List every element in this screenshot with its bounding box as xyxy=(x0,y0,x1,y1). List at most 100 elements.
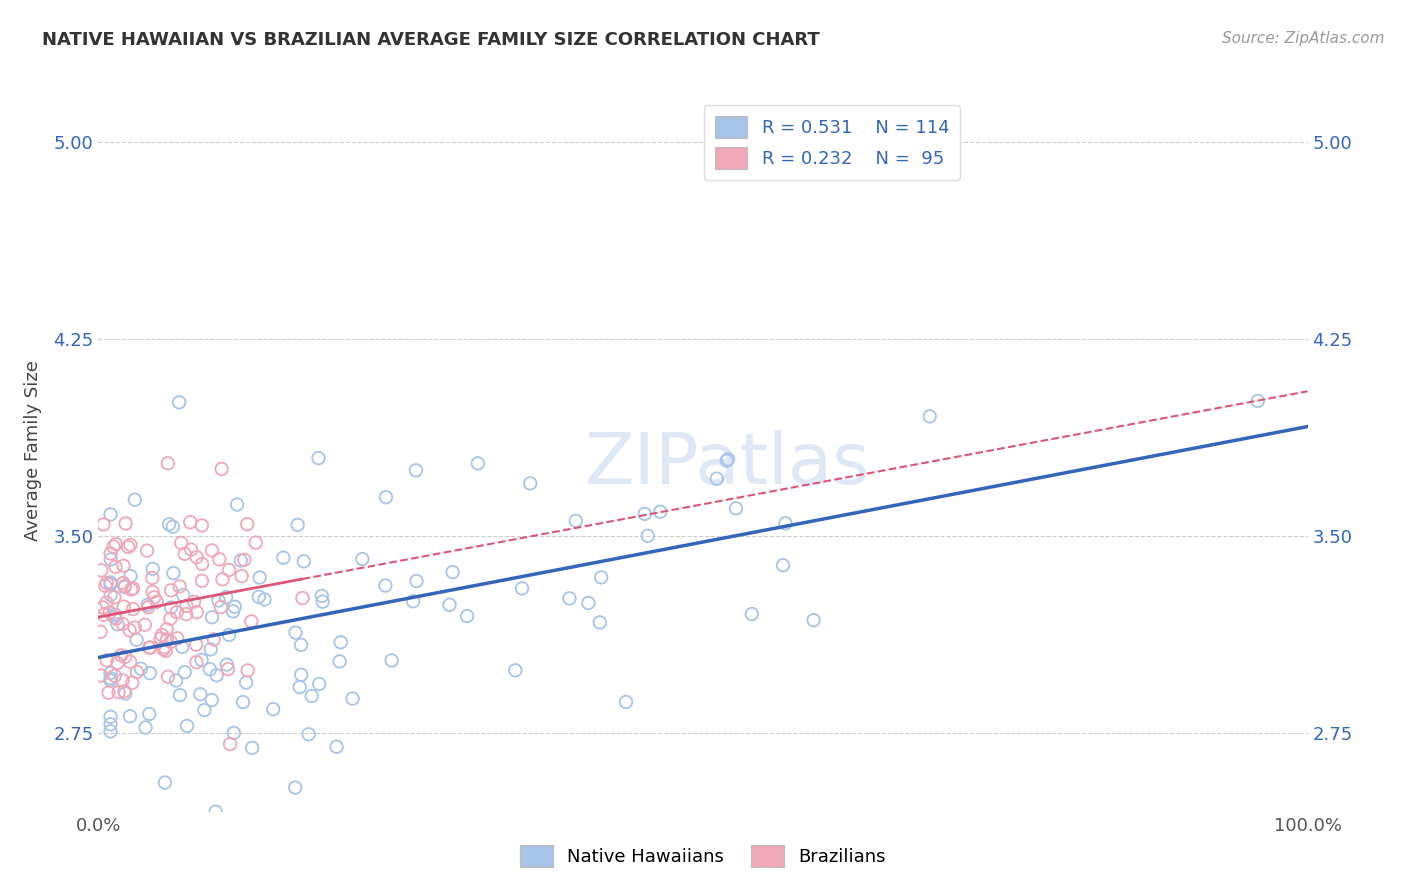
Point xyxy=(176,719,198,733)
Point xyxy=(166,632,188,646)
Point xyxy=(160,583,183,598)
Point xyxy=(717,452,740,467)
Point xyxy=(165,673,187,688)
Point xyxy=(229,553,252,567)
Point xyxy=(139,640,162,655)
Point xyxy=(156,623,179,637)
Point xyxy=(186,655,208,669)
Point xyxy=(176,599,198,613)
Point xyxy=(772,558,794,573)
Point xyxy=(441,565,464,579)
Point xyxy=(591,570,613,584)
Point xyxy=(93,517,115,532)
Point xyxy=(352,552,374,566)
Point xyxy=(142,562,165,576)
Point xyxy=(90,563,112,577)
Point xyxy=(156,670,179,684)
Point xyxy=(1247,394,1270,409)
Point xyxy=(138,640,160,655)
Point xyxy=(172,640,194,654)
Point xyxy=(184,638,207,652)
Point xyxy=(146,595,169,609)
Point xyxy=(325,739,347,754)
Point xyxy=(104,537,127,551)
Point xyxy=(186,605,208,619)
Point xyxy=(342,691,364,706)
Point xyxy=(226,498,249,512)
Point xyxy=(104,560,127,574)
Point xyxy=(183,595,205,609)
Legend: Native Hawaiians, Brazilians: Native Hawaiians, Brazilians xyxy=(513,838,893,874)
Point xyxy=(142,585,165,599)
Point xyxy=(290,638,312,652)
Point xyxy=(211,572,233,586)
Point xyxy=(120,582,142,597)
Point xyxy=(308,677,330,691)
Point xyxy=(93,607,115,622)
Point xyxy=(201,693,224,707)
Point xyxy=(100,666,122,681)
Point xyxy=(222,726,245,740)
Point xyxy=(150,628,173,642)
Point xyxy=(124,492,146,507)
Point xyxy=(122,582,145,596)
Point xyxy=(114,579,136,593)
Point xyxy=(235,675,257,690)
Point xyxy=(114,686,136,700)
Point xyxy=(111,673,134,688)
Point xyxy=(153,775,176,789)
Point xyxy=(156,456,179,470)
Point xyxy=(138,706,160,721)
Point xyxy=(139,666,162,681)
Point xyxy=(121,675,143,690)
Point xyxy=(637,529,659,543)
Point xyxy=(169,579,191,593)
Point xyxy=(918,409,941,424)
Text: NATIVE HAWAIIAN VS BRAZILIAN AVERAGE FAMILY SIZE CORRELATION CHART: NATIVE HAWAIIAN VS BRAZILIAN AVERAGE FAM… xyxy=(42,31,820,49)
Point xyxy=(136,543,159,558)
Point xyxy=(803,613,825,627)
Point xyxy=(240,740,263,755)
Point xyxy=(100,710,122,724)
Point xyxy=(141,571,163,585)
Point xyxy=(240,615,263,629)
Point xyxy=(201,543,224,558)
Point xyxy=(100,547,122,561)
Point xyxy=(205,668,228,682)
Point xyxy=(236,664,259,678)
Point xyxy=(96,653,118,667)
Point xyxy=(117,540,139,554)
Point xyxy=(159,635,181,649)
Point xyxy=(245,535,267,549)
Point xyxy=(456,609,478,624)
Point xyxy=(273,550,295,565)
Point xyxy=(124,621,146,635)
Point xyxy=(114,649,136,664)
Point xyxy=(190,653,212,667)
Point xyxy=(180,542,202,557)
Point xyxy=(98,606,121,620)
Point xyxy=(741,607,763,621)
Point xyxy=(104,612,127,626)
Point xyxy=(143,591,166,605)
Point xyxy=(191,557,214,571)
Point xyxy=(173,665,195,680)
Point xyxy=(209,600,232,615)
Point xyxy=(170,536,193,550)
Point xyxy=(308,451,330,466)
Point xyxy=(110,648,132,663)
Point xyxy=(112,599,135,614)
Point xyxy=(114,516,136,531)
Point xyxy=(91,600,114,615)
Point xyxy=(311,589,333,603)
Point xyxy=(215,657,238,672)
Point xyxy=(374,578,396,592)
Point xyxy=(208,552,231,566)
Point xyxy=(262,702,284,716)
Point xyxy=(152,642,174,657)
Point xyxy=(100,588,122,602)
Point xyxy=(207,593,229,607)
Point xyxy=(217,662,239,676)
Point xyxy=(191,574,214,588)
Point xyxy=(104,607,127,622)
